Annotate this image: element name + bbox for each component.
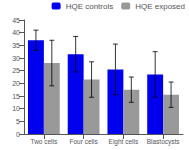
svg-text:HQE controls: HQE controls [66,2,114,11]
svg-text:15: 15 [12,93,20,100]
svg-text:25: 25 [12,67,20,74]
svg-text:30: 30 [12,55,20,62]
svg-text:45: 45 [12,17,20,24]
svg-text:5: 5 [16,118,20,125]
svg-text:0: 0 [16,131,20,138]
svg-text:10: 10 [12,105,20,112]
svg-text:40: 40 [12,29,20,36]
svg-text:20: 20 [12,80,20,87]
svg-text:35: 35 [12,42,20,49]
svg-text:Four cells: Four cells [70,138,99,145]
svg-text:HQE exposed: HQE exposed [135,2,185,11]
svg-text:Two cells: Two cells [31,138,58,145]
svg-text:Eight cells: Eight cells [109,138,139,146]
svg-text:Blastocysts: Blastocysts [147,138,181,146]
